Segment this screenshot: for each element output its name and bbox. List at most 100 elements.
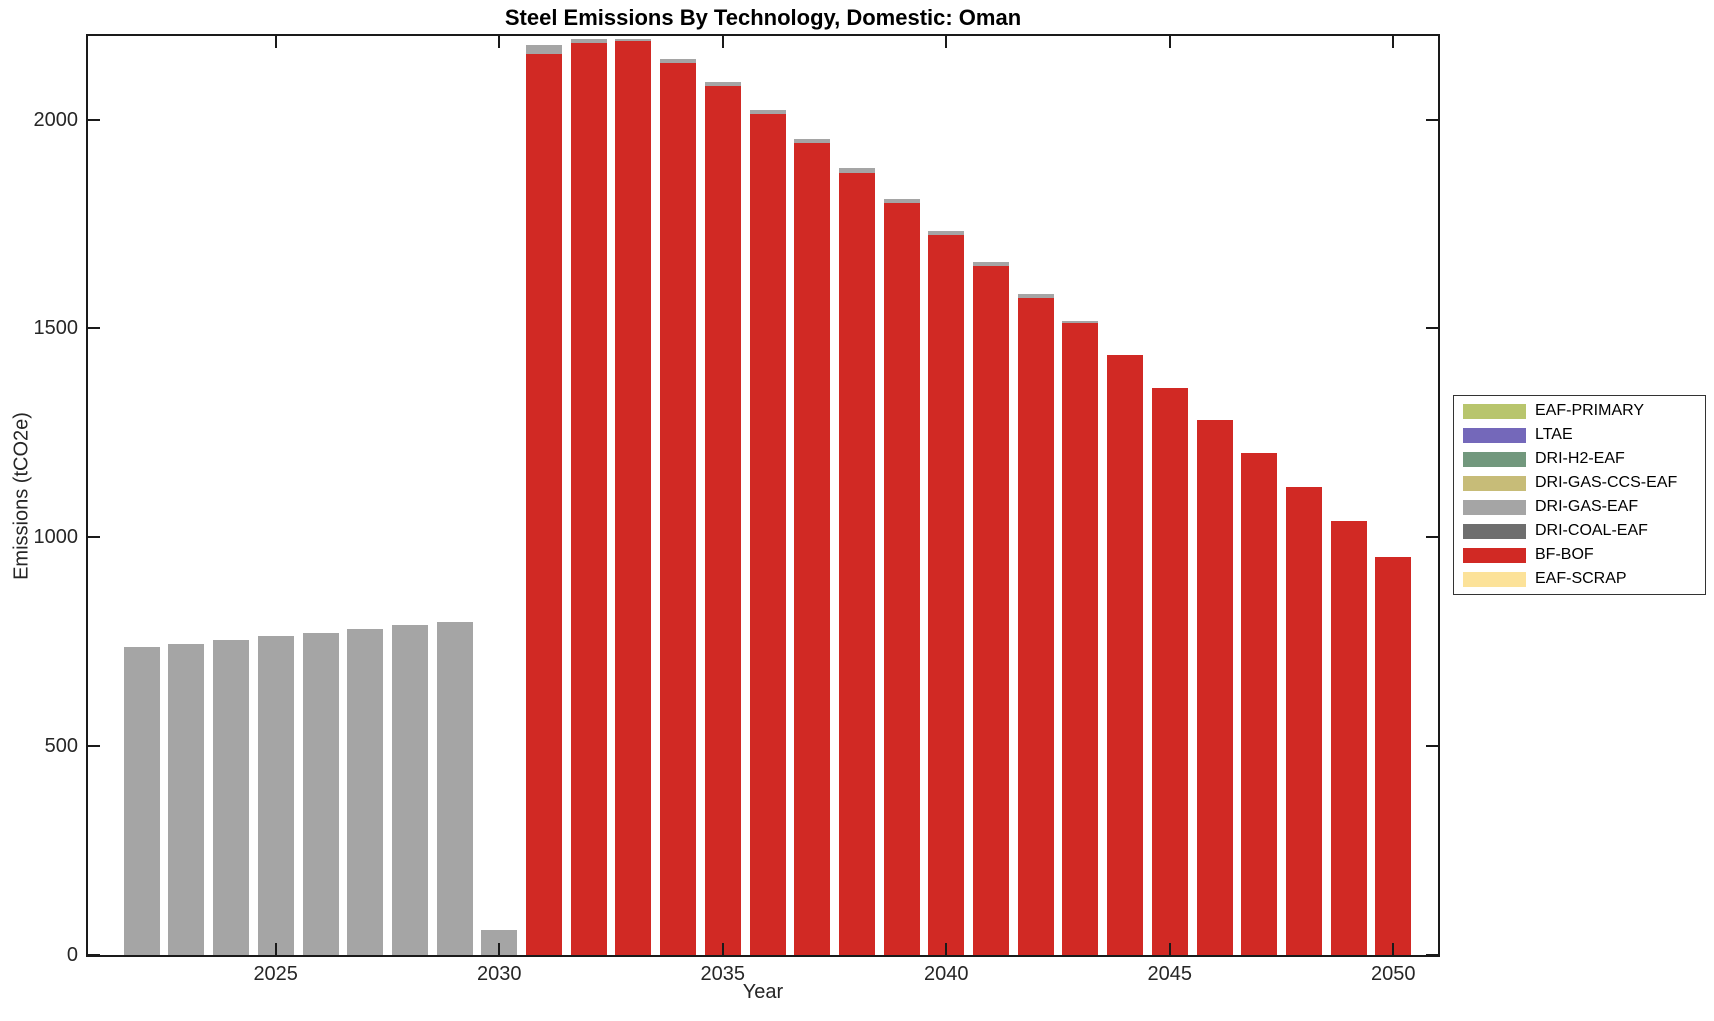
x-tick-mark [498, 943, 501, 955]
legend-label: EAF-PRIMARY [1535, 402, 1645, 419]
bar-segment-bf-bof [1375, 557, 1412, 955]
legend-label: DRI-H2-EAF [1535, 450, 1625, 467]
y-axis-label: Emissions (tCO2e) [10, 412, 33, 580]
x-tick-mark [1168, 36, 1171, 48]
y-tick-mark [88, 745, 100, 748]
y-tick-label: 0 [66, 944, 78, 966]
legend-swatch-dri-gas-eaf [1463, 499, 1526, 515]
y-tick-mark [1426, 118, 1438, 121]
bar-segment-dri-gas-eaf [973, 262, 1009, 267]
x-tick-mark [945, 943, 948, 955]
x-tick-label: 2025 [253, 963, 298, 985]
y-tick-mark [1426, 745, 1438, 748]
legend-label: DRI-GAS-CCS-EAF [1535, 474, 1678, 491]
x-tick-mark [721, 943, 724, 955]
x-tick-mark [498, 36, 501, 48]
x-tick-mark [1168, 943, 1171, 955]
x-tick-mark [1392, 943, 1395, 955]
bar-segment-bf-bof [1196, 419, 1233, 955]
bar-segment-bf-bof [1017, 297, 1054, 955]
legend-entry: DRI-H2-EAF [1454, 447, 1705, 471]
bar-segment-dri-gas-eaf [213, 640, 249, 955]
legend-swatch-dri-coal-eaf [1463, 523, 1526, 539]
bar-segment-dri-gas-eaf [257, 636, 294, 955]
y-tick-mark [1426, 536, 1438, 539]
bar-segment-bf-bof [1330, 521, 1367, 955]
legend-entry: LTAE [1454, 423, 1705, 447]
bar-segment-dri-gas-eaf [749, 109, 786, 115]
legend-entry: DRI-GAS-EAF [1454, 495, 1705, 519]
y-tick-label: 1000 [33, 526, 79, 549]
bar-segment-dri-gas-eaf [1017, 293, 1054, 298]
x-tick-label: 2045 [1147, 963, 1193, 985]
bar-segment-bf-bof [1062, 323, 1099, 955]
bar-segment-bf-bof [704, 86, 741, 955]
x-tick-mark [1392, 36, 1395, 48]
legend: EAF-PRIMARY LTAE DRI-H2-EAF DRI-GAS-CCS-EAF… [1453, 395, 1706, 595]
legend-label: DRI-COAL-EAF [1535, 522, 1648, 539]
y-tick-mark [1426, 327, 1438, 330]
chart-title: Steel Emissions By Technology, Domestic:… [504, 5, 1022, 30]
bar-segment-dri-gas-eaf [704, 82, 741, 87]
x-tick-label: 2030 [477, 963, 522, 985]
bar-segment-bf-bof [973, 266, 1009, 955]
legend-entry: EAF-SCRAP [1454, 567, 1705, 591]
x-tick-mark [274, 943, 277, 955]
bar-segment-bf-bof [883, 203, 920, 955]
legend-swatch-ltae [1463, 427, 1526, 443]
x-tick-label: 2050 [1371, 963, 1416, 985]
bar-segment-bf-bof [1107, 355, 1144, 955]
bar-segment-bf-bof [794, 143, 831, 955]
legend-swatch-eaf-primary [1463, 403, 1526, 419]
legend-entry: DRI-COAL-EAF [1454, 519, 1705, 543]
bar-segment-dri-gas-eaf [928, 230, 965, 235]
x-tick-mark [721, 36, 724, 48]
y-tick-label: 500 [44, 735, 78, 758]
legend-label: BF-BOF [1535, 546, 1594, 563]
legend-swatch-eaf-scrap [1463, 571, 1526, 587]
x-tick-label: 2035 [700, 963, 746, 985]
y-tick-mark [88, 118, 100, 121]
legend-label: LTAE [1535, 426, 1573, 443]
x-axis-label: Year [742, 981, 784, 1003]
y-tick-label: 1500 [33, 317, 79, 340]
legend-entry: DRI-GAS-CCS-EAF [1454, 471, 1705, 495]
legend-swatch-bf-bof [1463, 547, 1526, 563]
x-tick-mark [945, 36, 948, 48]
bar-segment-dri-gas-eaf [436, 621, 473, 955]
bar-segment-dri-gas-eaf [391, 625, 428, 955]
bar-segment-bf-bof [838, 172, 875, 955]
x-tick-label: 2040 [924, 963, 969, 985]
bar-segment-dri-gas-eaf [838, 168, 875, 173]
legend-label: EAF-SCRAP [1535, 570, 1627, 587]
bar-segment-dri-gas-eaf [660, 59, 697, 63]
bar-segment-dri-gas-eaf [123, 647, 160, 955]
x-tick-mark [274, 36, 277, 48]
bar-segment-dri-gas-eaf [883, 198, 920, 204]
legend-swatch-dri-gas-ccs-eaf [1463, 475, 1526, 491]
bar-segment-dri-gas-eaf [347, 628, 384, 955]
bar-segment-bf-bof [1241, 453, 1278, 955]
y-tick-mark [1426, 954, 1438, 956]
bar-segment-dri-gas-eaf [570, 38, 607, 44]
legend-swatch-dri-h2-eaf [1463, 451, 1526, 467]
legend-entry: BF-BOF [1454, 543, 1705, 567]
bar-segment-bf-bof [615, 41, 652, 955]
y-tick-mark [88, 536, 100, 539]
bar-segment-dri-gas-eaf [168, 643, 205, 955]
legend-label: DRI-GAS-EAF [1535, 498, 1639, 515]
bar-segment-bf-bof [526, 53, 562, 955]
bar-segment-dri-gas-eaf [1062, 321, 1099, 324]
bar-segment-bf-bof [928, 234, 965, 955]
bar-segment-bf-bof [570, 43, 607, 955]
bar-segment-bf-bof [1151, 387, 1188, 955]
y-tick-mark [88, 327, 100, 330]
bar-segment-dri-gas-eaf [302, 632, 339, 955]
bar-segment-dri-gas-eaf [794, 139, 831, 144]
bar-segment-bf-bof [749, 114, 786, 955]
bar-segment-dri-gas-eaf [526, 45, 562, 54]
y-tick-label: 2000 [33, 108, 79, 131]
bar-segment-bf-bof [660, 62, 697, 955]
legend-entry: EAF-PRIMARY [1454, 399, 1705, 423]
